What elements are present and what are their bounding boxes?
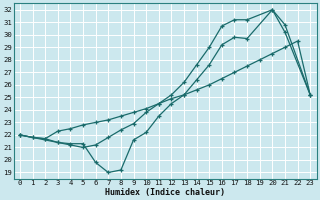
X-axis label: Humidex (Indice chaleur): Humidex (Indice chaleur) [105,188,225,197]
